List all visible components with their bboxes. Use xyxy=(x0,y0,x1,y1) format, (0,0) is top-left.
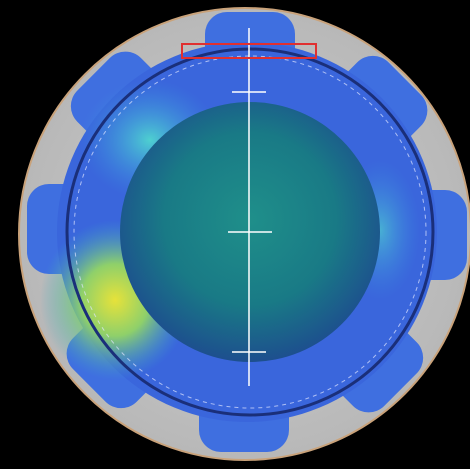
dashed-circle xyxy=(73,55,427,409)
crosshairs xyxy=(228,28,272,386)
selection-box xyxy=(181,43,317,59)
pitch-circle xyxy=(65,47,435,417)
